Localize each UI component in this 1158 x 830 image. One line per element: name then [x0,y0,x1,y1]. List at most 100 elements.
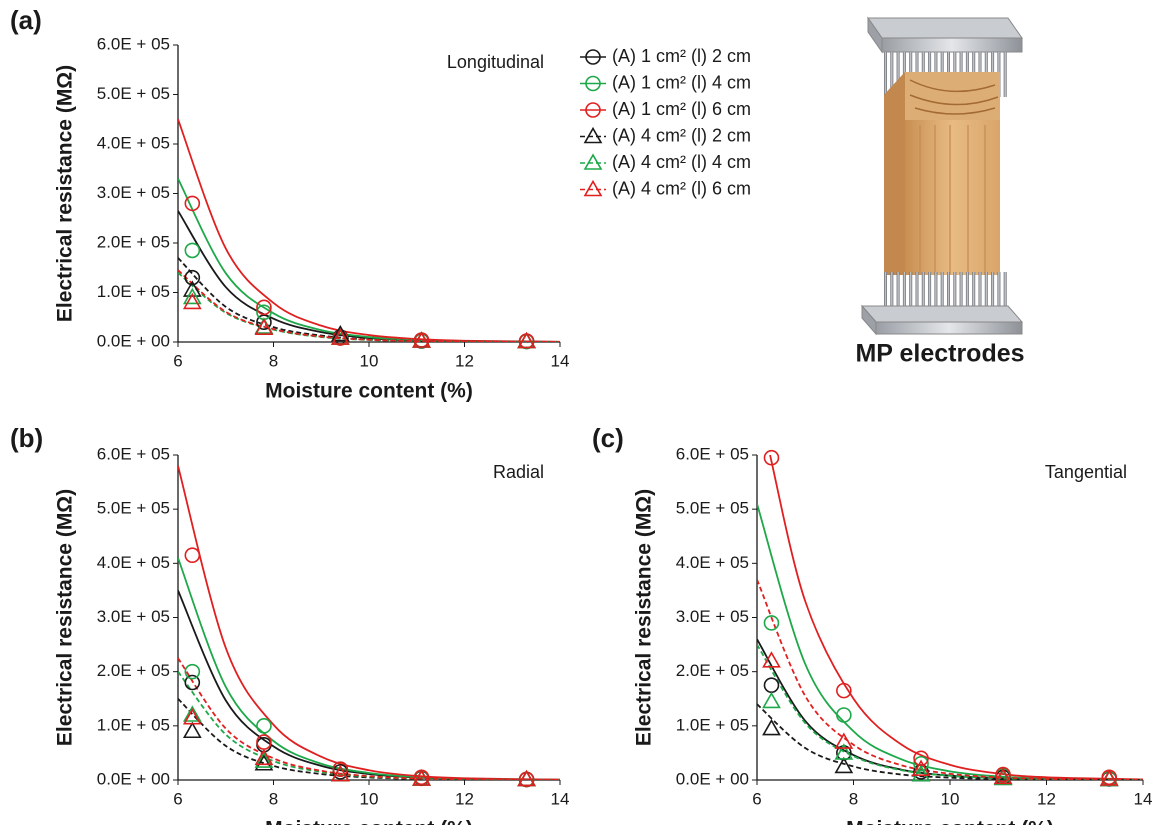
y-tick-label: 4.0E + 05 [97,133,170,152]
y-tick-label: 6.0E + 05 [97,444,170,463]
fit-curve [757,579,1143,780]
pin [972,272,976,318]
pin [909,272,913,318]
x-tick-label: 14 [551,351,570,370]
legend-marker [583,126,603,144]
data-point [834,743,854,760]
pin [890,52,894,97]
plot-area [178,465,560,780]
pin [1003,52,1007,97]
fit-curve [178,657,560,780]
pin [896,52,900,97]
y-tick-label: 5.0E + 05 [97,499,170,518]
y-tick-label: 4.0E + 05 [97,553,170,572]
data-point [182,280,202,297]
fit-curve [178,257,560,342]
data-point [412,331,431,348]
panel-label: (c) [592,423,624,453]
y-tick-label: 2.0E + 05 [97,661,170,680]
x-tick-label: 12 [455,351,474,370]
y-tick-label: 6.0E + 05 [97,34,170,53]
panel-label: (a) [10,5,42,35]
y-tick-label: 2.0E + 05 [676,661,749,680]
y-tick-label: 1.0E + 05 [676,715,749,734]
legend-marker [585,49,601,65]
x-axis-title: Moisture content (%) [846,818,1054,825]
fit-curve [178,671,560,780]
pin [953,272,957,318]
fit-curve [178,210,560,342]
x-tick-label: 10 [360,351,379,370]
data-point [763,615,780,631]
data-point [184,195,201,212]
data-point [254,751,274,768]
data-point [184,242,201,259]
pin [884,272,887,318]
fit-curve [757,638,1143,780]
data-point [995,766,1011,783]
pin [902,272,906,318]
data-point [184,663,201,680]
fit-curve [769,455,1143,780]
data-point [993,767,1013,785]
pin [978,272,982,318]
annotation: Longitudinal [447,52,544,72]
x-tick-label: 12 [455,789,474,808]
y-tick-label: 6.0E + 05 [676,444,749,463]
pin [940,272,944,318]
y-tick-label: 3.0E + 05 [676,607,749,626]
data-point [254,748,274,766]
fit-curve [178,465,560,780]
data-point [182,705,202,722]
pin [915,272,919,318]
legend-label: (A) 1 cm² (l) 4 cm [612,72,751,92]
data-point [834,732,854,749]
pin [1003,272,1007,318]
y-tick-label: 5.0E + 05 [676,499,749,518]
data-point [256,718,272,734]
data-point [254,318,274,335]
image-caption: MP electrodes [855,340,1024,368]
data-point [330,764,350,782]
legend-marker [585,75,601,92]
y-tick-label: 0.0E + 00 [97,331,170,350]
data-point [182,721,202,739]
pin [997,272,1001,318]
x-tick-label: 6 [173,789,182,808]
pin [984,272,988,318]
fit-curve [757,503,1143,780]
data-point [330,324,350,342]
pin [959,272,963,318]
pin [934,272,938,318]
y-axis-title: Electrical resistance (MΩ) [54,65,77,322]
pin [896,272,900,318]
annotation: Tangential [1045,462,1127,482]
data-point [911,759,931,776]
y-tick-label: 0.0E + 00 [676,769,749,788]
data-point [913,755,929,772]
x-tick-label: 14 [1134,789,1153,808]
legend-marker [585,102,601,118]
fit-curve [178,269,560,342]
legend-label: (A) 4 cm² (l) 6 cm [612,178,751,198]
x-tick-label: 10 [360,789,379,808]
legend-label: (A) 4 cm² (l) 2 cm [612,125,751,145]
x-tick-label: 8 [849,789,858,808]
y-axis-title: Electrical resistance (MΩ) [633,489,656,746]
y-tick-label: 2.0E + 05 [97,232,170,251]
data-point [836,707,852,723]
legend-marker [583,179,603,197]
data-point [763,449,780,466]
data-point [517,331,536,349]
x-tick-label: 12 [1037,789,1056,808]
data-point [182,708,202,725]
y-tick-label: 0.0E + 00 [97,769,170,788]
data-point [330,328,350,345]
x-tick-label: 10 [941,789,960,808]
x-axis-title: Moisture content (%) [265,380,473,403]
data-point [762,691,781,709]
plot-area [178,118,560,342]
y-tick-label: 3.0E + 05 [97,607,170,626]
y-tick-label: 3.0E + 05 [97,183,170,202]
x-axis-title: Moisture content (%) [265,818,473,825]
